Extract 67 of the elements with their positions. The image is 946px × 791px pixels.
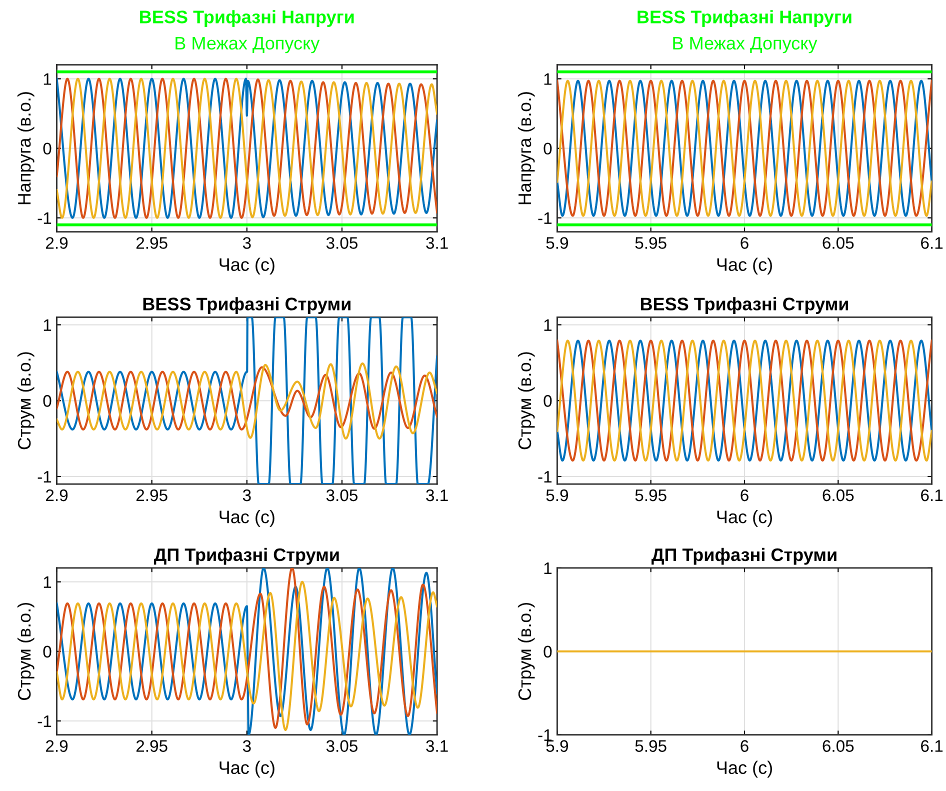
x-tick-label: 2.9	[46, 489, 68, 502]
y-tick-label: 1	[544, 319, 552, 331]
chart-title: BESS Трифазні Напруги	[638, 10, 852, 27]
x-axis-title: Час (с)	[717, 510, 772, 527]
x-tick-label: 6.1	[921, 740, 943, 752]
chart-subtitle: В Межах Допуску	[673, 37, 818, 54]
chart-title: BESS Трифазні Напруги	[140, 10, 354, 27]
y-axis-title: Струм (в.о.)	[518, 352, 535, 450]
y-tick-label: -1	[38, 212, 52, 224]
x-tick-label: 3.05	[326, 237, 358, 249]
x-tick-label: 3	[242, 237, 251, 249]
x-axis-title: Час (с)	[220, 760, 274, 778]
x-axis-title: Час (с)	[220, 510, 274, 527]
chart-title: ДП Трифазні Струми	[652, 548, 836, 565]
y-tick-label: -1	[538, 212, 552, 224]
x-tick-label: 6.05	[822, 237, 854, 249]
x-axis-title: Час (с)	[220, 258, 274, 275]
y-axis-title: Напруга (в.о.)	[17, 92, 34, 204]
y-tick-label: 0	[544, 395, 552, 407]
y-tick-label: -1	[38, 716, 52, 727]
x-tick-label: 2.9	[46, 740, 68, 752]
x-tick-label: 6	[740, 740, 748, 752]
x-tick-label: 2.95	[136, 237, 168, 249]
x-tick-label: 3	[242, 489, 251, 502]
chart-title: BESS Трифазні Струми	[640, 297, 848, 314]
y-tick-label: 0	[43, 142, 52, 155]
x-tick-label: 6.05	[822, 489, 854, 502]
x-tick-label: 2.9	[46, 237, 68, 249]
y-tick-label: -1	[538, 471, 552, 483]
y-axis-title: Струм (в.о.)	[17, 602, 34, 700]
x-tick-label: 6.1	[921, 237, 943, 249]
x-tick-label: 2.95	[136, 489, 168, 502]
x-tick-label: 5.95	[635, 489, 666, 502]
y-tick-label: 0	[544, 142, 552, 155]
y-tick-label: -1	[38, 471, 52, 483]
y-tick-label: 0	[43, 646, 52, 658]
x-tick-label: 5.95	[635, 237, 666, 249]
y-tick-label: 1	[44, 73, 52, 85]
y-tick-label: 1	[44, 319, 52, 331]
x-tick-label: 5.9	[546, 489, 568, 502]
y-tick-label: 0	[43, 395, 52, 407]
y-tick-label: 1	[544, 562, 552, 574]
x-tick-label: 3	[242, 740, 251, 752]
y-tick-label: 1	[544, 73, 552, 85]
x-tick-label: 2.95	[136, 740, 168, 752]
x-tick-label: 3.1	[426, 740, 448, 752]
y-tick-label: 1	[44, 576, 52, 588]
x-tick-label: 3.05	[326, 740, 358, 752]
x-tick-label: 5.9	[546, 237, 568, 249]
chart-title: ДП Трифазні Струми	[154, 548, 339, 565]
x-tick-label: 5.9	[546, 740, 568, 752]
y-tick-label: 0	[544, 646, 552, 658]
x-axis-title: Час (с)	[717, 760, 772, 778]
x-tick-label: 6.05	[822, 740, 854, 752]
x-tick-label: 3.05	[326, 489, 358, 502]
y-axis-title: Напруга (в.о.)	[518, 92, 535, 204]
chart-subtitle: В Межах Допуску	[176, 37, 320, 54]
y-axis-title: Струм (в.о.)	[17, 352, 34, 450]
x-tick-label: 6	[740, 237, 748, 249]
x-tick-label: 6	[740, 489, 748, 502]
x-axis-title: Час (с)	[717, 258, 772, 275]
x-tick-label: 6.1	[921, 489, 943, 502]
chart-title: BESS Трифазні Струми	[143, 297, 350, 314]
x-tick-label: 5.95	[635, 740, 666, 752]
y-axis-title: Струм (в.о.)	[518, 602, 535, 700]
x-tick-label: 3.1	[426, 237, 448, 249]
x-tick-label: 3.1	[426, 489, 448, 502]
